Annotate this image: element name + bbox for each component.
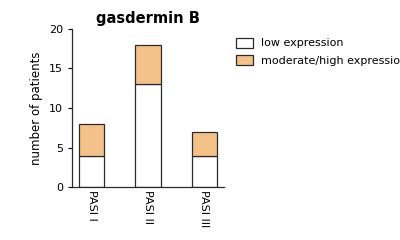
Bar xyxy=(79,124,104,156)
Title: gasdermin B: gasdermin B xyxy=(96,11,200,26)
Bar xyxy=(135,84,161,187)
Bar xyxy=(192,132,217,156)
Y-axis label: number of patients: number of patients xyxy=(30,51,43,165)
Bar xyxy=(79,156,104,187)
Legend: low expression, moderate/high expression: low expression, moderate/high expression xyxy=(232,34,400,69)
Bar xyxy=(135,45,161,84)
Bar xyxy=(192,156,217,187)
